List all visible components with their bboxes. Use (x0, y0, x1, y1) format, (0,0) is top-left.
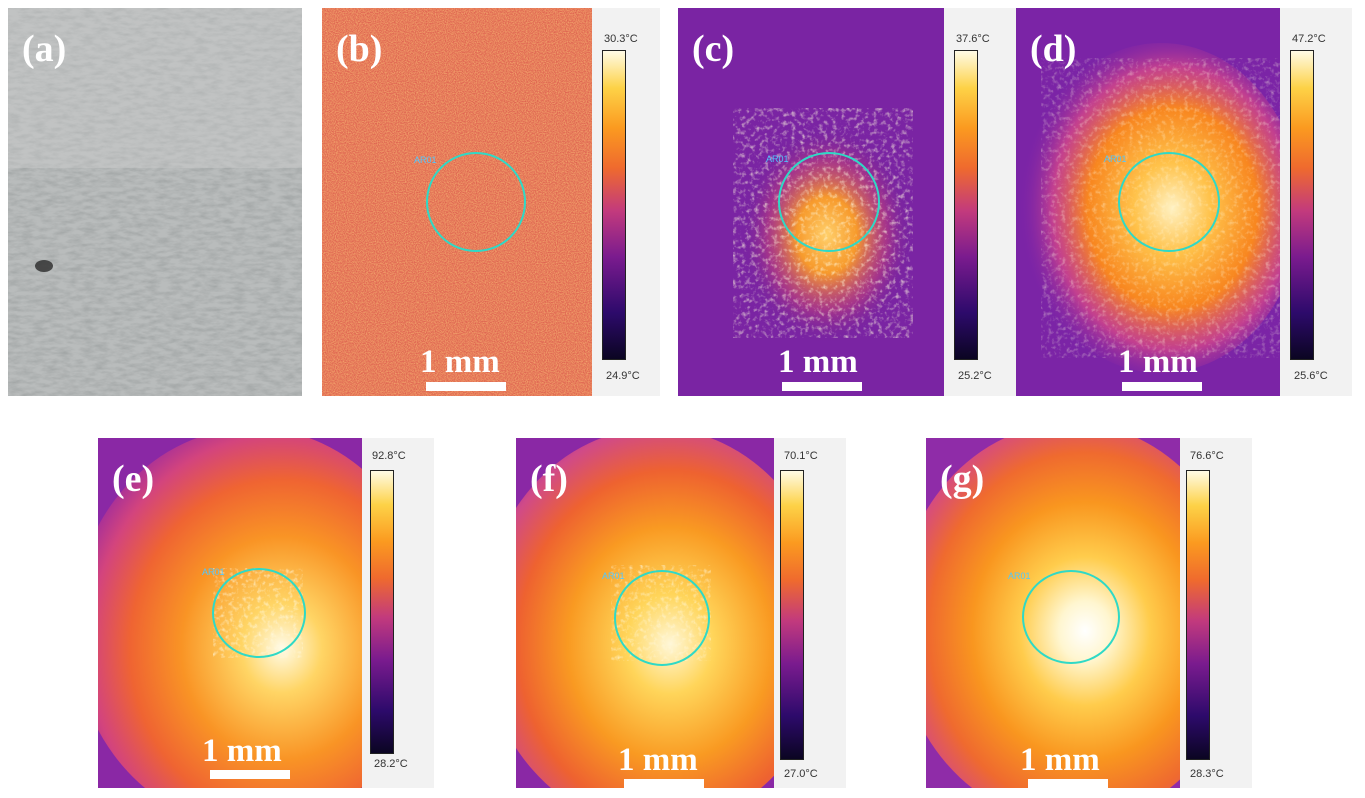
roi-circle-b (426, 152, 526, 252)
colorbar-d (1290, 50, 1314, 360)
roi-label-c: AR01 (766, 154, 789, 164)
roi-circle-d (1118, 152, 1220, 252)
scale-bar-label-c: 1 mm (778, 344, 858, 380)
panel-label-b: (b) (336, 28, 383, 70)
scale-bar-c (782, 382, 862, 391)
roi-circle-f (614, 570, 710, 666)
scale-bar-b (426, 382, 506, 391)
panel-f-thermal-image: (f) AR01 1 mm (516, 438, 774, 788)
colorbar-min-g: 28.3°C (1190, 768, 1224, 780)
colorbar-f (780, 470, 804, 760)
colorbar-min-e: 28.2°C (374, 758, 408, 770)
colorbar-max-c: 37.6°C (956, 33, 990, 45)
colorbar-max-b: 30.3°C (604, 33, 638, 45)
thermal-map-d (1016, 8, 1280, 396)
scale-bar-e (210, 770, 290, 779)
colorbar-max-d: 47.2°C (1292, 33, 1326, 45)
roi-circle-g (1022, 570, 1120, 664)
scale-bar-f (624, 779, 704, 788)
roi-label-d: AR01 (1104, 154, 1127, 164)
colorbar-e (370, 470, 394, 754)
colorbar-c (954, 50, 978, 360)
roi-label-b: AR01 (414, 155, 437, 165)
panel-d-thermal-image: (d) AR01 1 mm (1016, 8, 1280, 396)
panel-label-c: (c) (692, 28, 735, 70)
roi-circle-c (778, 152, 880, 252)
colorbar-min-b: 24.9°C (606, 370, 640, 382)
panel-label-a: (a) (22, 28, 67, 70)
colorbar-g-panel: 76.6°C 28.3°C (1180, 438, 1252, 788)
colorbar-b-panel: 30.3°C 24.9°C (592, 8, 660, 396)
scale-bar-label-f: 1 mm (618, 742, 698, 778)
scale-bar-label-g: 1 mm (1020, 742, 1100, 778)
scale-bar-label-b: 1 mm (420, 344, 500, 380)
colorbar-min-f: 27.0°C (784, 768, 818, 780)
scale-bar-g (1028, 779, 1108, 788)
panel-c-thermal-image: (c) AR01 1 mm (678, 8, 944, 396)
panel-g-thermal-image: (g) AR01 1 mm (926, 438, 1180, 788)
colorbar-g (1186, 470, 1210, 760)
roi-label-g: AR01 (1008, 571, 1031, 581)
roi-label-f: AR01 (602, 571, 625, 581)
scale-bar-label-d: 1 mm (1118, 344, 1198, 380)
panel-label-g: (g) (940, 458, 985, 500)
colorbar-min-c: 25.2°C (958, 370, 992, 382)
colorbar-max-g: 76.6°C (1190, 450, 1224, 462)
colorbar-c-panel: 37.6°C 25.2°C (944, 8, 1016, 396)
colorbar-max-f: 70.1°C (784, 450, 818, 462)
scale-bar-label-e: 1 mm (202, 733, 282, 769)
roi-label-e: AR01 (202, 567, 225, 577)
cell-culture-image (8, 8, 302, 396)
panel-e-thermal-image: (e) AR01 1 mm (98, 438, 362, 788)
roi-circle-e (212, 568, 306, 658)
scale-bar-d (1122, 382, 1202, 391)
colorbar-d-panel: 47.2°C 25.6°C (1280, 8, 1352, 396)
colorbar-f-panel: 70.1°C 27.0°C (774, 438, 846, 788)
colorbar-max-e: 92.8°C (372, 450, 406, 462)
panel-label-d: (d) (1030, 28, 1077, 70)
panel-label-e: (e) (112, 458, 155, 500)
panel-label-f: (f) (530, 458, 568, 500)
panel-b-thermal-image: (b) AR01 1 mm (322, 8, 592, 396)
colorbar-b (602, 50, 626, 360)
colorbar-min-d: 25.6°C (1294, 370, 1328, 382)
panel-a-microscopy-image: (a) (8, 8, 302, 396)
colorbar-e-panel: 92.8°C 28.2°C (362, 438, 434, 788)
